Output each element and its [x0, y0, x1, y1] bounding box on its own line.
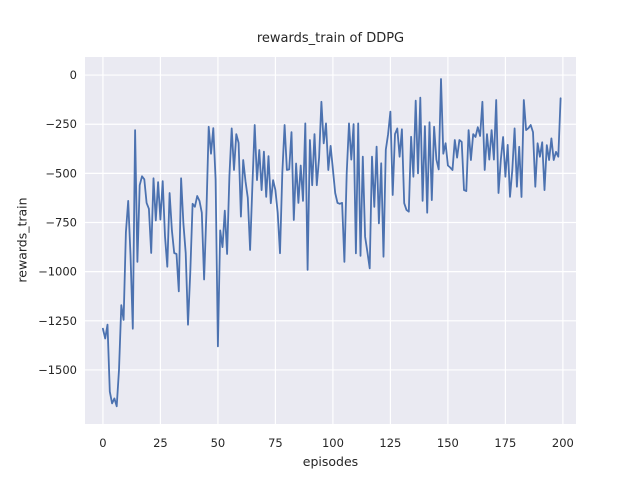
svg-text:−250: −250: [45, 117, 77, 131]
svg-text:175: 175: [494, 436, 516, 450]
reward-train-line: [102, 78, 562, 408]
svg-text:0: 0: [70, 68, 77, 82]
svg-text:−1250: −1250: [38, 314, 77, 328]
svg-text:50: 50: [211, 436, 226, 450]
gridlines: [85, 57, 576, 424]
svg-text:25: 25: [153, 436, 168, 450]
y-tick-labels: 0 −250 −500 −750 −1000 −1250 −1500: [38, 68, 77, 377]
svg-text:−750: −750: [45, 216, 77, 230]
svg-text:0: 0: [99, 436, 106, 450]
svg-text:150: 150: [437, 436, 459, 450]
x-axis-label: episodes: [302, 454, 359, 469]
x-tick-labels: 0 25 50 75 100 125 150 175 200: [99, 436, 574, 450]
svg-text:200: 200: [552, 436, 574, 450]
plot-background: [85, 57, 576, 424]
svg-text:−1500: −1500: [38, 363, 77, 377]
svg-text:125: 125: [379, 436, 401, 450]
chart-title: rewards_train of DDPG: [256, 31, 405, 46]
svg-text:100: 100: [322, 436, 344, 450]
svg-text:−1000: −1000: [38, 265, 77, 279]
svg-text:75: 75: [268, 436, 283, 450]
svg-text:−500: −500: [45, 166, 77, 180]
